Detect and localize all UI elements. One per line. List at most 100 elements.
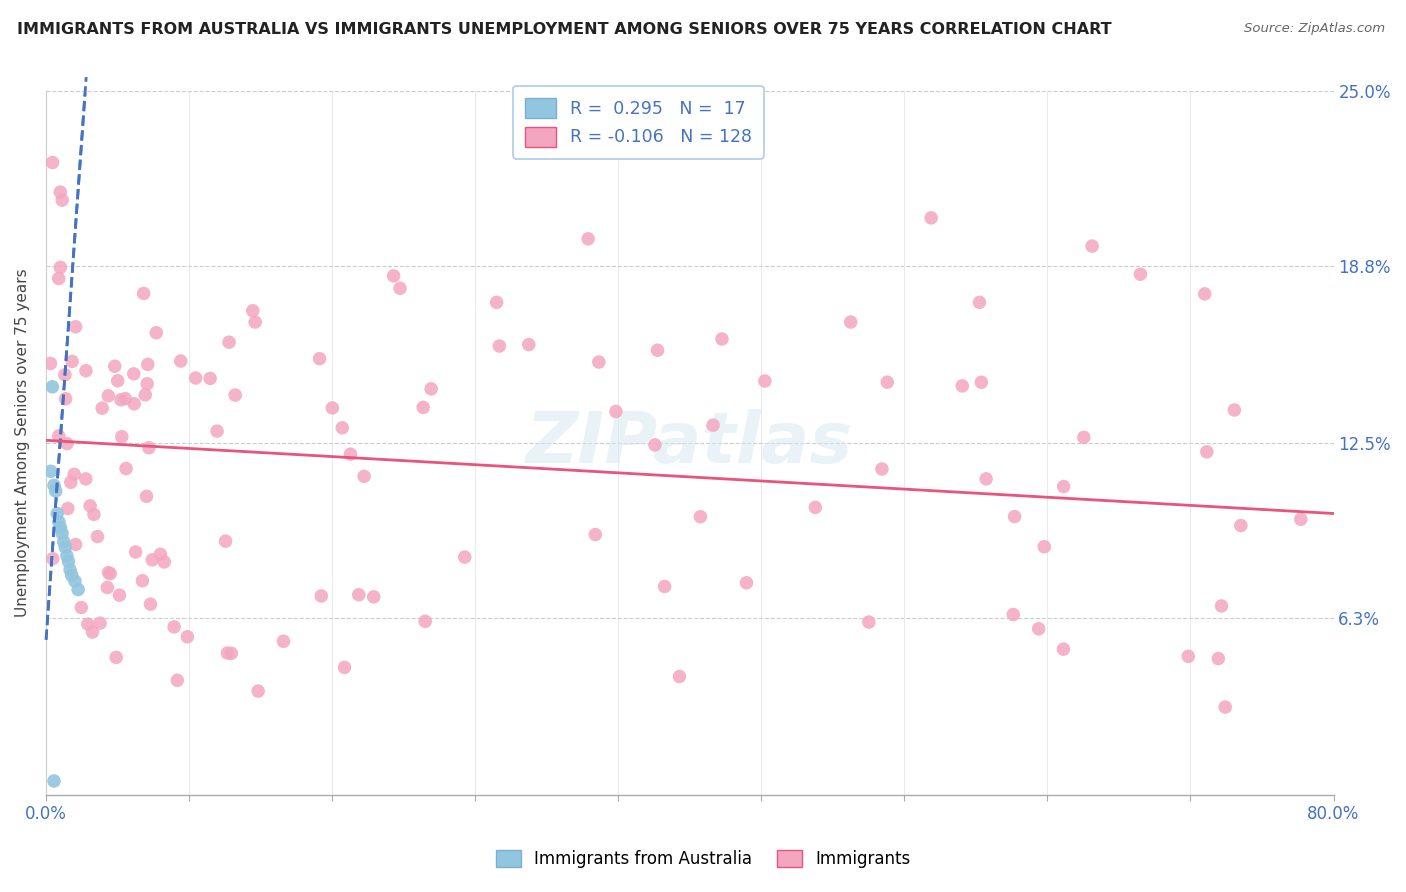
Point xyxy=(49,520,72,534)
Point xyxy=(46,507,69,521)
Point xyxy=(124,545,146,559)
Point xyxy=(339,447,361,461)
Point xyxy=(79,499,101,513)
Point xyxy=(58,554,80,568)
Legend: R =  0.295   N =  17, R = -0.106   N = 128: R = 0.295 N = 17, R = -0.106 N = 128 xyxy=(513,86,763,159)
Point xyxy=(51,526,73,541)
Point xyxy=(131,574,153,588)
Point xyxy=(56,501,79,516)
Point xyxy=(804,500,827,515)
Point xyxy=(1081,239,1104,253)
Point xyxy=(1223,403,1246,417)
Point xyxy=(115,461,138,475)
Point xyxy=(67,582,90,597)
Point xyxy=(132,286,155,301)
Point xyxy=(107,374,129,388)
Point xyxy=(1177,649,1199,664)
Point xyxy=(70,600,93,615)
Point xyxy=(56,549,79,563)
Point xyxy=(163,620,186,634)
Point xyxy=(214,534,236,549)
Point xyxy=(149,547,172,561)
Point xyxy=(91,401,114,416)
Point xyxy=(176,630,198,644)
Point xyxy=(75,472,97,486)
Point xyxy=(45,483,67,498)
Point xyxy=(974,472,997,486)
Point xyxy=(839,315,862,329)
Point xyxy=(353,469,375,483)
Point xyxy=(858,615,880,629)
Text: IMMIGRANTS FROM AUSTRALIA VS IMMIGRANTS UNEMPLOYMENT AMONG SENIORS OVER 75 YEARS: IMMIGRANTS FROM AUSTRALIA VS IMMIGRANTS … xyxy=(17,22,1112,37)
Point xyxy=(363,590,385,604)
Point xyxy=(1230,518,1253,533)
Point xyxy=(110,392,132,407)
Point xyxy=(63,467,86,482)
Point xyxy=(876,375,898,389)
Point xyxy=(754,374,776,388)
Point xyxy=(224,388,246,402)
Legend: Immigrants from Australia, Immigrants: Immigrants from Australia, Immigrants xyxy=(489,843,917,875)
Point xyxy=(702,418,724,433)
Point xyxy=(1289,512,1312,526)
Point xyxy=(488,339,510,353)
Point xyxy=(166,673,188,688)
Point xyxy=(221,646,243,660)
Point xyxy=(52,534,75,549)
Point xyxy=(1028,622,1050,636)
Point xyxy=(48,515,70,529)
Point xyxy=(139,597,162,611)
Point xyxy=(49,185,72,199)
Point xyxy=(920,211,942,225)
Point xyxy=(122,397,145,411)
Point xyxy=(1194,286,1216,301)
Point xyxy=(65,537,87,551)
Point xyxy=(273,634,295,648)
Point xyxy=(53,541,76,555)
Point xyxy=(75,364,97,378)
Point xyxy=(517,337,540,351)
Point xyxy=(1053,479,1076,493)
Point xyxy=(735,575,758,590)
Point xyxy=(969,295,991,310)
Point xyxy=(42,478,65,492)
Point xyxy=(668,669,690,683)
Point xyxy=(870,462,893,476)
Point xyxy=(412,401,434,415)
Point xyxy=(114,392,136,406)
Point xyxy=(41,380,63,394)
Point xyxy=(576,232,599,246)
Point xyxy=(51,193,73,207)
Point xyxy=(644,438,666,452)
Point xyxy=(321,401,343,415)
Point xyxy=(59,563,82,577)
Point xyxy=(138,441,160,455)
Point xyxy=(108,588,131,602)
Point xyxy=(420,382,443,396)
Point xyxy=(389,281,412,295)
Point xyxy=(413,615,436,629)
Point xyxy=(141,553,163,567)
Point xyxy=(1002,607,1025,622)
Point xyxy=(347,588,370,602)
Point xyxy=(53,368,76,382)
Point xyxy=(48,271,70,285)
Point xyxy=(205,424,228,438)
Point xyxy=(1033,540,1056,554)
Point xyxy=(242,303,264,318)
Point xyxy=(588,355,610,369)
Point xyxy=(311,589,333,603)
Point xyxy=(105,650,128,665)
Point xyxy=(330,421,353,435)
Point xyxy=(65,319,87,334)
Point xyxy=(485,295,508,310)
Point xyxy=(382,268,405,283)
Point xyxy=(136,376,159,391)
Point xyxy=(1213,700,1236,714)
Point xyxy=(97,566,120,580)
Point xyxy=(1195,445,1218,459)
Point xyxy=(145,326,167,340)
Point xyxy=(55,392,77,406)
Point xyxy=(198,371,221,385)
Point xyxy=(134,388,156,402)
